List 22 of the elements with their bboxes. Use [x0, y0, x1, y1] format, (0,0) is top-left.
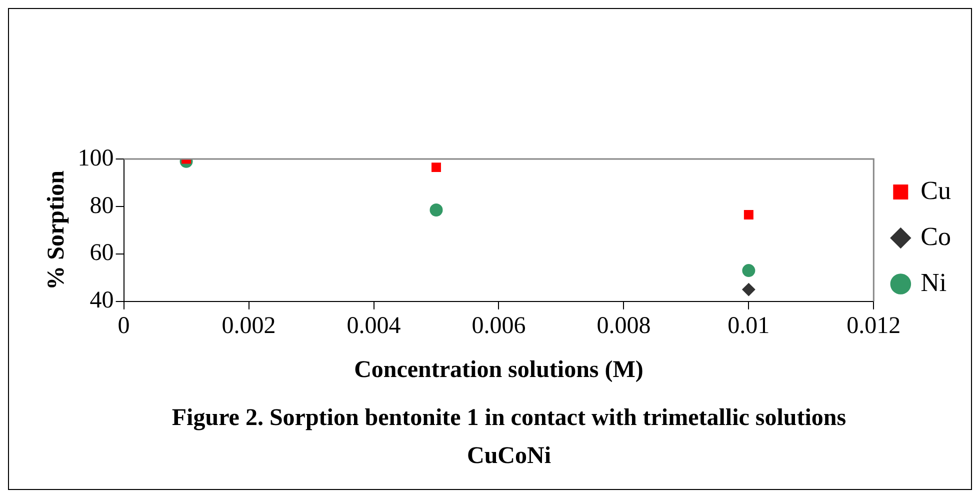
- point: [742, 264, 756, 278]
- point: [744, 210, 754, 220]
- x-tick-label: 0.012: [846, 313, 901, 340]
- x-tick-label: 0.01: [728, 313, 770, 340]
- y-tick-label: 80: [90, 192, 114, 219]
- legend-label: Co: [920, 222, 951, 251]
- x-tick-label: 0.002: [222, 313, 276, 340]
- y-axis-title: % Sorption: [44, 170, 70, 290]
- point: [742, 283, 756, 296]
- x-tick-label: 0.004: [346, 313, 401, 340]
- text: Figure 2. Sorption bentonite 1 in contact with trimetallic solutions CuCoNi: [170, 404, 848, 471]
- x-tick-label: 0: [118, 313, 130, 340]
- x-tick-label: 0.006: [472, 313, 526, 340]
- y-tick-label: 40: [90, 288, 114, 314]
- y-tick-label: 100: [78, 145, 114, 172]
- y-tick-label: 60: [90, 240, 114, 266]
- point: [430, 204, 443, 217]
- x-axis-title: Concentration solutions (M): [354, 356, 644, 383]
- legend-label: Ni: [920, 268, 947, 297]
- x-tick-label: 0.008: [596, 313, 651, 340]
- legend-label: Cu: [920, 176, 951, 205]
- point: [432, 162, 441, 172]
